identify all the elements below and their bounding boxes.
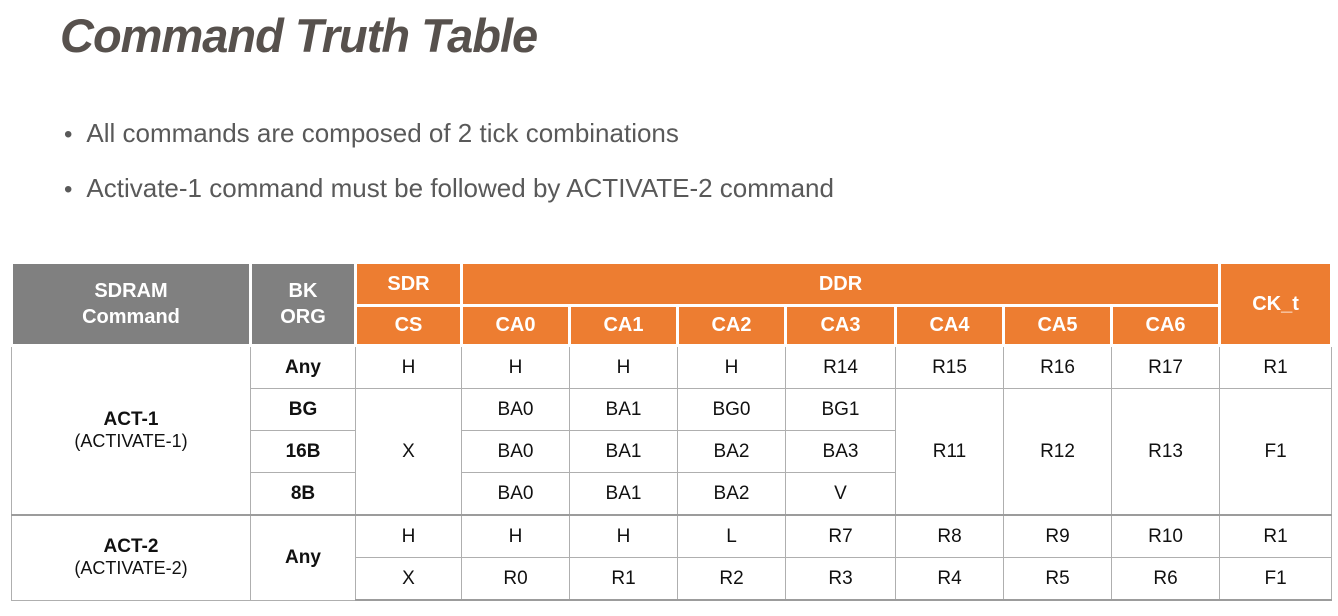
cell-act1-r4-ca2: BA2 (677, 472, 786, 516)
cell-act2-r1-ca3: R7 (785, 514, 896, 558)
cell-act1-r3-ca0: BA0 (461, 430, 570, 473)
cell-act1-r3-ca2: BA2 (677, 430, 786, 473)
cell-act1-r1-ca3: R14 (785, 345, 896, 389)
cell-act1-ca5-merged: R12 (1003, 388, 1112, 516)
cell-act2-r2-ca0: R0 (461, 557, 570, 601)
act1-sublabel: (ACTIVATE-1) (74, 431, 188, 451)
bullet-list: All commands are composed of 2 tick comb… (64, 118, 834, 228)
table-row: BG X BA0 BA1 BG0 BG1 R11 R12 R13 F1 (12, 388, 1333, 516)
table-row: 16B BA0 BA1 BA2 BA3 (12, 430, 1332, 473)
act1-label: ACT-1 (103, 409, 159, 430)
cell-act1-r1-ck: R1 (1219, 345, 1333, 389)
cell-act1-r4-ca0: BA0 (461, 472, 570, 516)
cell-act2-r1-ca5: R9 (1003, 514, 1112, 558)
cell-act2-r1-ca6: R10 (1110, 514, 1221, 558)
cell-act2-r2-ca4: R4 (895, 557, 1004, 601)
header-sdr: SDR (354, 261, 463, 307)
table-row: X R0 R1 R2 R3 R4 R5 R6 F1 (12, 557, 1333, 601)
cell-act1-r4-bk: 8B (250, 472, 356, 516)
cell-act1-r1-ca6: R17 (1110, 345, 1221, 389)
act2-label: ACT-2 (103, 536, 159, 558)
cell-act1-command: ACT-1 (ACTIVATE-1) (11, 345, 251, 516)
cell-act2-r2-ca1: R1 (569, 557, 678, 601)
cell-act1-ca4-merged: R11 (895, 388, 1004, 516)
header-sdram-command: SDRAM Command (10, 261, 252, 347)
cell-act2-r1-ca4: R8 (895, 514, 1004, 558)
table-row: ACT-2 (ACTIVATE-2) Any H H H L R7 R8 R9 … (11, 514, 1333, 601)
header-bk-org-line2: ORG (280, 306, 326, 328)
cell-act2-r1-ca2: L (677, 514, 786, 558)
header-bk-org: BK ORG (249, 261, 357, 347)
header-ca3: CA3 (784, 304, 897, 347)
cell-act2-r1-ck: R1 (1219, 514, 1333, 558)
page-title: Command Truth Table (60, 9, 538, 62)
cell-act2-r2-ca5: R5 (1003, 557, 1112, 601)
cell-act1-r2-ca1: BA1 (569, 388, 678, 431)
cell-act1-r2-ca2: BG0 (677, 388, 786, 431)
cell-act1-ck-merged: F1 (1219, 388, 1333, 516)
cell-act1-r4-ca1: BA1 (569, 472, 678, 516)
header-ca5: CA5 (1002, 304, 1113, 347)
header-ca4: CA4 (894, 304, 1005, 347)
cell-act2-r2-ca3: R3 (785, 557, 896, 601)
header-ca0: CA0 (460, 304, 571, 347)
cell-act1-r1-ca0: H (461, 345, 570, 389)
header-bk-org-line1: BK (288, 280, 318, 302)
cell-act1-r1-ca4: R15 (895, 345, 1004, 389)
cell-act2-command: ACT-2 (ACTIVATE-2) (11, 514, 251, 601)
cell-act1-r4-ca3: V (785, 472, 896, 516)
cell-act1-r2-ca0: BA0 (461, 388, 570, 431)
cell-act1-r3-bk: 16B (250, 430, 356, 473)
header-ddr: DDR (459, 261, 1222, 307)
cell-act2-r2-cs: X (355, 557, 462, 601)
cell-act2-r1-ca1: H (569, 514, 678, 558)
cell-act1-r3-ca1: BA1 (569, 430, 678, 473)
header-ca1: CA1 (568, 304, 679, 347)
cell-act1-r1-ca1: H (569, 345, 678, 389)
act2-sublabel: (ACTIVATE-2) (74, 558, 188, 579)
cell-act2-r2-ca6: R6 (1110, 557, 1221, 601)
header-ca6: CA6 (1109, 304, 1222, 347)
command-truth-table: SDRAM Command BK ORG SDR DDR CK_t CS CA0… (10, 261, 1334, 601)
cell-act1-r1-ca2: H (677, 345, 786, 389)
cell-act1-r2-ca3: BG1 (785, 388, 896, 431)
cell-act2-r2-ck: F1 (1219, 557, 1333, 601)
cell-act1-cs-x: X (355, 388, 462, 516)
cell-act2-bk: Any (250, 514, 356, 601)
cell-act1-ca6-merged: R13 (1110, 388, 1221, 516)
cell-act1-r1-bk: Any (250, 345, 356, 389)
table-row: 8B BA0 BA1 BA2 V (12, 472, 1332, 516)
cell-act2-r1-ca0: H (461, 514, 570, 558)
cell-act1-r1-cs: H (355, 345, 462, 389)
cell-act2-r1-cs: H (355, 514, 462, 558)
header-ck-t: CK_t (1218, 261, 1334, 347)
cell-act1-r3-ca3: BA3 (785, 430, 896, 473)
cell-act1-r2-bk: BG (250, 388, 356, 431)
cell-act1-r1-ca5: R16 (1003, 345, 1112, 389)
table-row: ACT-1 (ACTIVATE-1) Any H H H H R14 R15 R… (11, 345, 1333, 516)
header-cs: CS (354, 304, 463, 347)
bullet-item: Activate-1 command must be followed by A… (64, 173, 834, 204)
header-ca2: CA2 (676, 304, 787, 347)
cell-act2-r2-ca2: R2 (677, 557, 786, 601)
header-sdram-command-line1: SDRAM (94, 280, 168, 302)
header-sdram-command-line2: Command (82, 306, 180, 328)
bullet-item: All commands are composed of 2 tick comb… (64, 118, 834, 149)
